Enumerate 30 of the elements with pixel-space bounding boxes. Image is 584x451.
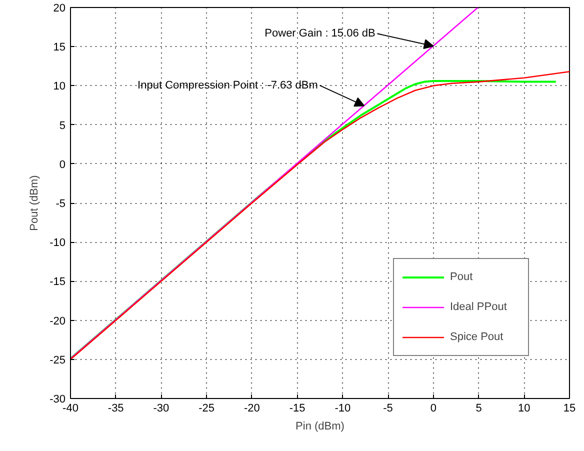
x-tick-label: 10 xyxy=(518,402,530,414)
x-tick-label: -5 xyxy=(383,402,393,414)
y-axis-title: Pout (dBm) xyxy=(28,175,41,231)
y-tick-label: -15 xyxy=(50,276,66,288)
x-axis-title: Pin (dBm) xyxy=(296,420,344,432)
legend-label: Spice Pout xyxy=(450,330,504,345)
x-tick-label: -40 xyxy=(62,402,78,414)
annotation: Input Compression Point : -7.63 dBm xyxy=(138,79,318,92)
legend-label: Pout xyxy=(450,270,474,285)
y-tick-label: 5 xyxy=(59,120,66,132)
legend-label: Ideal PPout xyxy=(450,300,508,315)
y-tick-label: -30 xyxy=(50,394,66,406)
y-tick-label: -20 xyxy=(50,315,66,328)
y-tick-label: -25 xyxy=(50,354,66,366)
y-tick-label: 10 xyxy=(53,80,66,93)
x-tick-label: -35 xyxy=(108,402,124,414)
x-tick-label: 5 xyxy=(476,402,482,414)
x-tick-label: 15 xyxy=(563,402,576,414)
y-tick-label: 20 xyxy=(53,2,66,14)
y-tick-label: -10 xyxy=(50,237,66,250)
y-tick-label: 0 xyxy=(59,158,66,171)
y-tick-label: -5 xyxy=(56,198,66,210)
x-tick-label: -30 xyxy=(153,402,170,414)
x-tick-label: -15 xyxy=(289,402,306,414)
x-tick-label: 0 xyxy=(430,402,436,414)
x-tick-label: -10 xyxy=(334,402,351,414)
x-tick-label: -20 xyxy=(244,402,260,414)
annotation: Power Gain : 15.06 dB xyxy=(264,28,376,40)
y-tick-label: 15 xyxy=(53,42,66,54)
x-tick-label: -25 xyxy=(198,402,215,414)
